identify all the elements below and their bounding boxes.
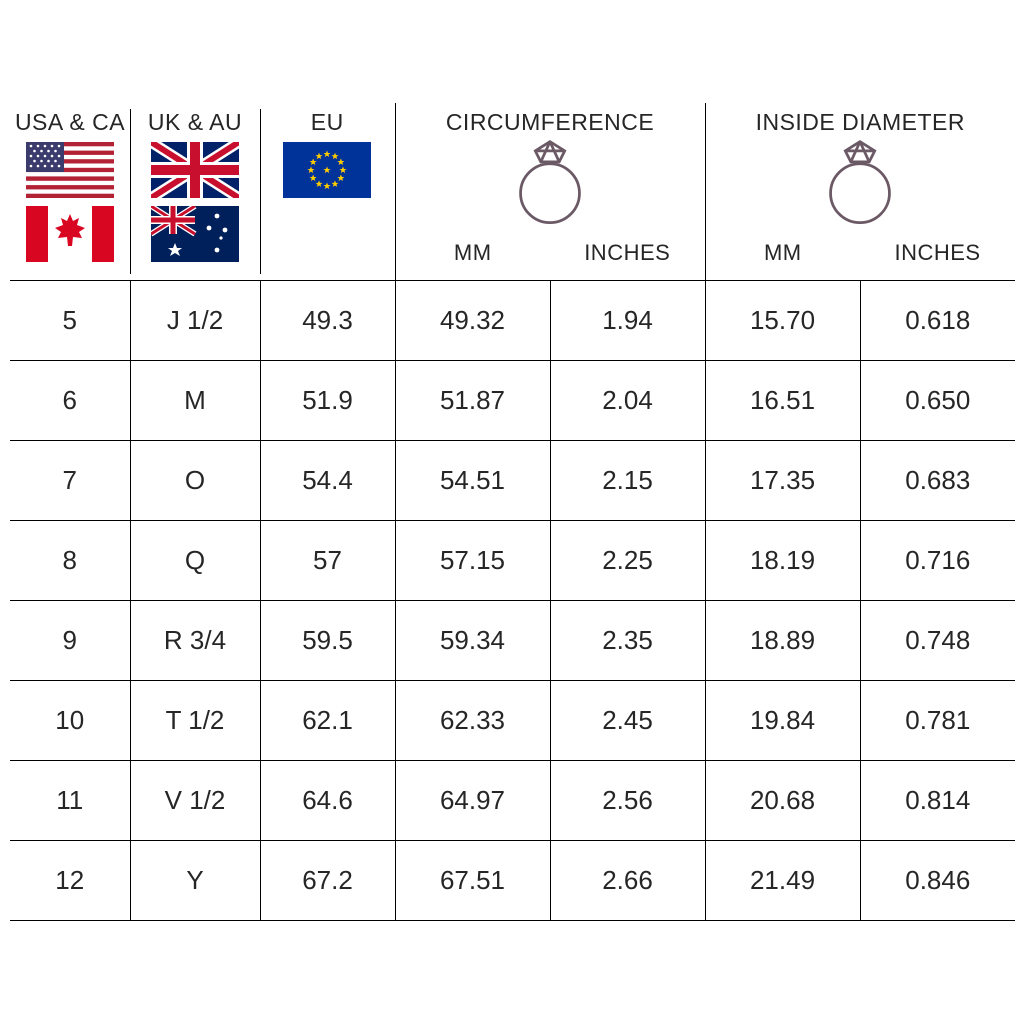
table-cell-circ-in: 2.15 bbox=[550, 441, 705, 521]
table-body: 5J 1/249.349.321.9415.700.6186M51.951.87… bbox=[10, 281, 1015, 921]
table-cell-circ-in: 1.94 bbox=[550, 281, 705, 361]
table-cell-circ-mm: 54.51 bbox=[395, 441, 550, 521]
sub-diam-in: INCHES bbox=[860, 234, 1015, 281]
table-cell-uk-au: M bbox=[130, 361, 260, 441]
table-cell-usa-ca: 8 bbox=[10, 521, 130, 601]
table-cell-circ-mm: 64.97 bbox=[395, 761, 550, 841]
table-cell-circ-mm: 62.33 bbox=[395, 681, 550, 761]
table-cell-uk-au: Y bbox=[130, 841, 260, 921]
col-header-eu: EU bbox=[260, 103, 395, 281]
table-cell-diam-mm: 17.35 bbox=[705, 441, 860, 521]
table-cell-uk-au: Q bbox=[130, 521, 260, 601]
table-row: 9R 3/459.559.342.3518.890.748 bbox=[10, 601, 1015, 681]
table-cell-circ-mm: 49.32 bbox=[395, 281, 550, 361]
table-cell-diam-mm: 18.19 bbox=[705, 521, 860, 601]
flag-au-icon bbox=[151, 206, 239, 262]
table-cell-circ-mm: 59.34 bbox=[395, 601, 550, 681]
table-cell-eu: 49.3 bbox=[260, 281, 395, 361]
ring-icon bbox=[504, 138, 596, 230]
table-cell-diam-in: 0.716 bbox=[860, 521, 1015, 601]
table-cell-circ-mm: 51.87 bbox=[395, 361, 550, 441]
table-cell-diam-mm: 19.84 bbox=[705, 681, 860, 761]
group-label: CIRCUMFERENCE bbox=[446, 109, 654, 136]
table-cell-diam-mm: 16.51 bbox=[705, 361, 860, 441]
table-cell-uk-au: O bbox=[130, 441, 260, 521]
table-row: 5J 1/249.349.321.9415.700.618 bbox=[10, 281, 1015, 361]
table-cell-eu: 51.9 bbox=[260, 361, 395, 441]
col-label: USA & CA bbox=[14, 109, 126, 136]
table-cell-circ-in: 2.45 bbox=[550, 681, 705, 761]
table-cell-diam-in: 0.748 bbox=[860, 601, 1015, 681]
table-cell-usa-ca: 9 bbox=[10, 601, 130, 681]
sub-diam-mm: MM bbox=[705, 234, 860, 281]
col-header-uk-au: UK & AU bbox=[130, 103, 260, 281]
flag-eu-icon bbox=[283, 142, 371, 198]
table-cell-usa-ca: 5 bbox=[10, 281, 130, 361]
table-cell-usa-ca: 11 bbox=[10, 761, 130, 841]
table-cell-circ-in: 2.66 bbox=[550, 841, 705, 921]
ring-icon bbox=[814, 138, 906, 230]
sub-circ-in: INCHES bbox=[550, 234, 705, 281]
table-cell-usa-ca: 12 bbox=[10, 841, 130, 921]
sub-circ-mm: MM bbox=[395, 234, 550, 281]
table-row: 12Y67.267.512.6621.490.846 bbox=[10, 841, 1015, 921]
table-cell-eu: 59.5 bbox=[260, 601, 395, 681]
table-row: 6M51.951.872.0416.510.650 bbox=[10, 361, 1015, 441]
flag-ca-icon bbox=[26, 206, 114, 262]
group-label: INSIDE DIAMETER bbox=[756, 109, 965, 136]
table-cell-circ-in: 2.56 bbox=[550, 761, 705, 841]
table-cell-usa-ca: 10 bbox=[10, 681, 130, 761]
table-cell-circ-in: 2.04 bbox=[550, 361, 705, 441]
table-cell-circ-mm: 57.15 bbox=[395, 521, 550, 601]
table-cell-eu: 54.4 bbox=[260, 441, 395, 521]
table-cell-eu: 64.6 bbox=[260, 761, 395, 841]
table-cell-uk-au: V 1/2 bbox=[130, 761, 260, 841]
table-cell-diam-mm: 20.68 bbox=[705, 761, 860, 841]
table-row: 8Q5757.152.2518.190.716 bbox=[10, 521, 1015, 601]
col-header-usa-ca: USA & CA bbox=[10, 103, 130, 281]
table-cell-diam-in: 0.683 bbox=[860, 441, 1015, 521]
table-cell-usa-ca: 7 bbox=[10, 441, 130, 521]
col-label: EU bbox=[264, 109, 391, 136]
table-cell-circ-in: 2.25 bbox=[550, 521, 705, 601]
table-cell-circ-in: 2.35 bbox=[550, 601, 705, 681]
col-label: UK & AU bbox=[134, 109, 256, 136]
table-cell-diam-in: 0.814 bbox=[860, 761, 1015, 841]
table-cell-usa-ca: 6 bbox=[10, 361, 130, 441]
table-row: 10T 1/262.162.332.4519.840.781 bbox=[10, 681, 1015, 761]
table-cell-diam-mm: 15.70 bbox=[705, 281, 860, 361]
table-cell-diam-in: 0.846 bbox=[860, 841, 1015, 921]
ring-size-table: USA & CA bbox=[10, 103, 1015, 921]
col-group-diameter: INSIDE DIAMETER bbox=[705, 103, 1015, 234]
table-cell-diam-mm: 21.49 bbox=[705, 841, 860, 921]
table-cell-circ-mm: 67.51 bbox=[395, 841, 550, 921]
flag-uk-icon bbox=[151, 142, 239, 198]
table-cell-uk-au: J 1/2 bbox=[130, 281, 260, 361]
ring-size-table-container: USA & CA bbox=[10, 103, 1014, 921]
table-row: 7O54.454.512.1517.350.683 bbox=[10, 441, 1015, 521]
table-cell-uk-au: R 3/4 bbox=[130, 601, 260, 681]
table-cell-uk-au: T 1/2 bbox=[130, 681, 260, 761]
table-cell-diam-in: 0.618 bbox=[860, 281, 1015, 361]
table-cell-eu: 57 bbox=[260, 521, 395, 601]
table-cell-diam-in: 0.650 bbox=[860, 361, 1015, 441]
flag-us-icon bbox=[26, 142, 114, 198]
col-group-circumference: CIRCUMFERENCE bbox=[395, 103, 705, 234]
table-cell-diam-mm: 18.89 bbox=[705, 601, 860, 681]
table-cell-eu: 67.2 bbox=[260, 841, 395, 921]
table-cell-diam-in: 0.781 bbox=[860, 681, 1015, 761]
table-cell-eu: 62.1 bbox=[260, 681, 395, 761]
table-row: 11V 1/264.664.972.5620.680.814 bbox=[10, 761, 1015, 841]
